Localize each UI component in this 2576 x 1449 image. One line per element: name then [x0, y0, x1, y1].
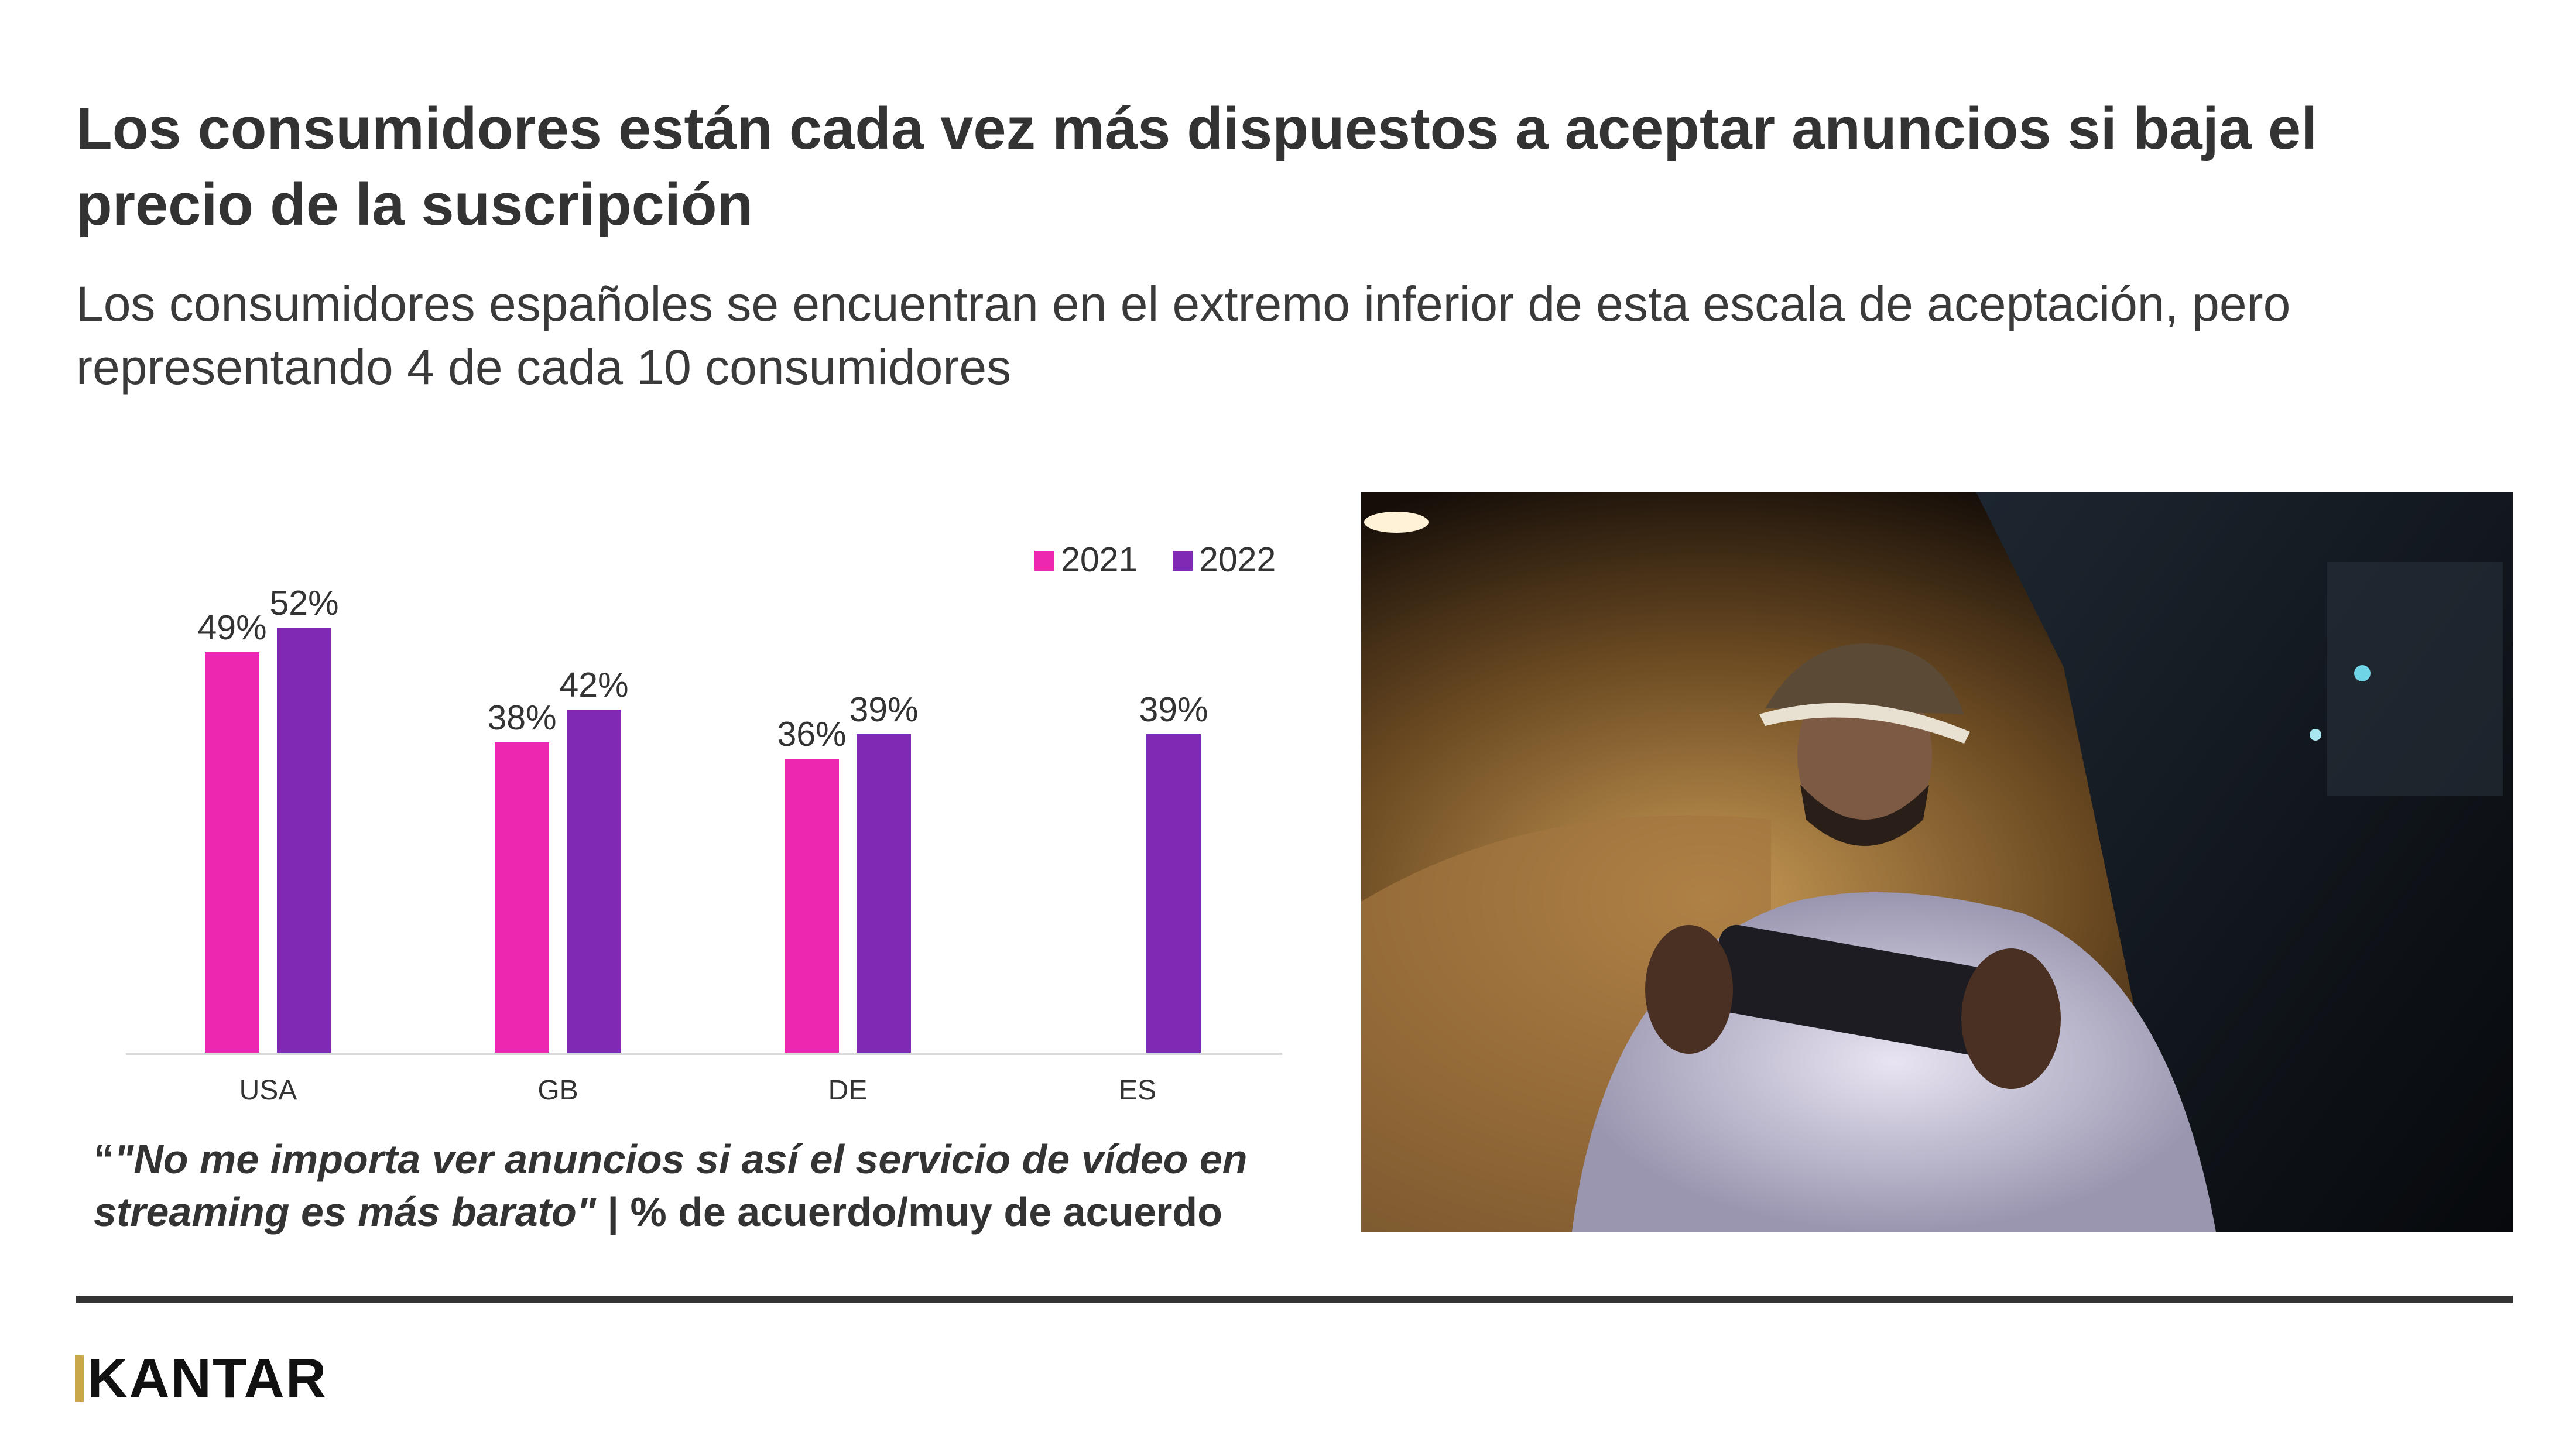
quote-suffix: | % de acuerdo/muy de acuerdo	[595, 1189, 1222, 1235]
legend-swatch-2021	[1034, 551, 1054, 571]
legend-label-2021: 2021	[1061, 540, 1138, 579]
slide-subtitle: Los consumidores españoles se encuentran…	[76, 276, 2291, 395]
slide-title: Los consumidores están cada vez más disp…	[76, 96, 2318, 238]
quote-open-mark: “	[94, 1136, 114, 1182]
bar-de-2021	[785, 759, 839, 1054]
data-label-usa-2022: 52%	[269, 584, 338, 622]
bar-usa-2021	[205, 652, 259, 1054]
chart-caption-quote: “"No me importa ver anuncios si así el s…	[94, 1133, 1352, 1238]
footer-divider	[76, 1296, 2513, 1303]
bar-de-2022	[857, 734, 911, 1054]
bar-usa-2022	[277, 628, 331, 1054]
kantar-logo: KANTAR	[75, 1347, 327, 1410]
data-label-gb-2022: 42%	[559, 666, 628, 704]
legend-label-2022: 2022	[1199, 540, 1276, 579]
data-label-de-2022: 39%	[849, 690, 918, 729]
data-label-es-2022: 39%	[1139, 690, 1208, 729]
bar-gb-2022	[567, 710, 621, 1054]
x-tick-label-de: DE	[828, 1075, 868, 1106]
x-tick-label-usa: USA	[239, 1075, 297, 1106]
bar-es-2022	[1146, 734, 1201, 1054]
photo-man-using-phone-in-car	[1361, 492, 2513, 1232]
data-label-gb-2021: 38%	[487, 698, 556, 737]
data-label-usa-2021: 49%	[197, 608, 266, 647]
quote-text: "No me importa ver anuncios si así el se…	[94, 1136, 1248, 1235]
x-tick-label-gb: GB	[537, 1075, 578, 1106]
legend-swatch-2022	[1173, 551, 1193, 571]
x-tick-label-es: ES	[1119, 1075, 1156, 1106]
data-label-de-2021: 36%	[777, 715, 846, 753]
bar-gb-2021	[495, 742, 549, 1054]
logo-accent-bar	[75, 1355, 84, 1402]
logo-text: KANTAR	[87, 1347, 328, 1410]
